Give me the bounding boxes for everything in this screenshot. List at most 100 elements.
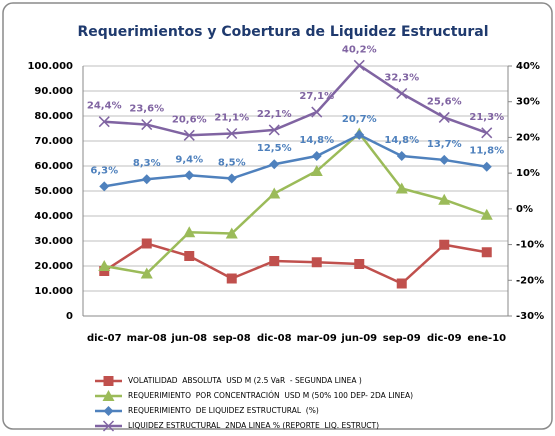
data-label: 6,3% xyxy=(90,165,118,176)
data-point xyxy=(226,273,237,284)
data-label: 13,7% xyxy=(427,139,462,150)
data-label: 9,4% xyxy=(175,154,203,165)
data-label: 23,6% xyxy=(129,104,164,115)
y-tick-label: 10.000 xyxy=(34,286,73,297)
data-label: 14,8% xyxy=(299,135,334,146)
data-point xyxy=(439,239,450,250)
data-label: 12,5% xyxy=(257,143,292,154)
data-label: 14,8% xyxy=(384,135,419,146)
data-label: 11,8% xyxy=(469,146,504,157)
series-line xyxy=(104,133,487,188)
y-tick-label: 80.000 xyxy=(34,111,73,122)
data-point xyxy=(140,267,153,279)
data-point xyxy=(395,182,408,194)
x-tick-label: jun-09 xyxy=(340,333,377,344)
x-tick-label: mar-08 xyxy=(127,333,167,344)
data-point xyxy=(480,208,493,220)
data-point xyxy=(141,238,152,249)
y2-tick-label: 20% xyxy=(516,132,540,143)
legend-marker xyxy=(103,406,114,416)
y-tick-label: 90.000 xyxy=(34,86,73,97)
data-point xyxy=(438,193,451,205)
legend-label: REQUERIMIENTO POR CONCENTRACIÓN USD M (5… xyxy=(128,391,413,400)
legend-label: LIQUIDEZ ESTRUCTURAL 2NDA LINEA % (REPOR… xyxy=(128,421,379,430)
data-point xyxy=(226,173,237,184)
data-label: 20,6% xyxy=(172,114,207,125)
legend-marker xyxy=(103,376,114,386)
data-point xyxy=(99,181,110,192)
x-tick-label: mar-09 xyxy=(297,333,337,344)
y-tick-label: 100.000 xyxy=(27,61,73,72)
data-label: 25,6% xyxy=(427,96,462,107)
x-tick-label: ene-10 xyxy=(467,333,506,344)
y2-tick-label: 40% xyxy=(516,61,540,72)
y-tick-label: 70.000 xyxy=(34,136,73,147)
data-label: 32,3% xyxy=(384,73,419,84)
data-point xyxy=(311,257,322,268)
data-point xyxy=(310,165,323,176)
data-point xyxy=(183,226,196,238)
data-point xyxy=(396,151,407,161)
y-tick-label: 20.000 xyxy=(34,261,73,272)
x-tick-label: sep-09 xyxy=(383,333,421,344)
legend-label: VOLATILIDAD ABSOLUTA USD M (2.5 VaR - SE… xyxy=(128,376,362,385)
series-line xyxy=(104,131,488,275)
data-label: 21,1% xyxy=(214,113,249,124)
data-point xyxy=(141,119,153,131)
data-point xyxy=(268,187,281,199)
data-point xyxy=(225,227,238,239)
y2-tick-label: 10% xyxy=(516,168,540,179)
y2-tick-label: 30% xyxy=(516,97,540,108)
x-tick-label: dic-07 xyxy=(87,333,122,344)
y-tick-label: 60.000 xyxy=(34,161,73,172)
data-point xyxy=(481,161,492,172)
y2-tick-label: -10% xyxy=(516,240,544,251)
data-point xyxy=(396,278,407,289)
data-label: 27,1% xyxy=(299,91,334,102)
legend-marker xyxy=(102,390,115,401)
data-point xyxy=(141,174,152,185)
series-line xyxy=(103,242,487,285)
y-tick-label: 40.000 xyxy=(34,211,73,222)
data-point xyxy=(438,111,450,123)
data-point xyxy=(481,127,493,139)
x-tick-label: dic-09 xyxy=(427,333,462,344)
data-label: 22,1% xyxy=(257,109,292,120)
legend-marker xyxy=(102,420,115,432)
data-label: 40,2% xyxy=(342,44,377,55)
data-point xyxy=(184,251,195,261)
data-point xyxy=(354,259,365,269)
series-line xyxy=(104,63,488,137)
data-point xyxy=(481,247,492,258)
x-tick-label: sep-08 xyxy=(213,333,251,344)
data-label: 21,3% xyxy=(469,112,504,123)
data-point xyxy=(311,106,323,118)
data-point xyxy=(354,129,365,140)
data-point xyxy=(98,116,110,128)
y-tick-label: 30.000 xyxy=(34,236,73,247)
data-point xyxy=(269,159,280,170)
chart-title: Requerimientos y Cobertura de Liquidez E… xyxy=(77,24,488,40)
data-point xyxy=(353,59,365,71)
data-point xyxy=(184,170,195,181)
y2-tick-label: -30% xyxy=(516,311,544,322)
data-point xyxy=(98,260,111,271)
y-tick-label: 0 xyxy=(66,311,73,322)
data-label: 8,3% xyxy=(133,158,161,169)
data-point xyxy=(439,154,450,165)
legend-label: REQUERIMIENTO DE LIQUIDEZ ESTRUCTURAL (%… xyxy=(128,406,319,415)
data-point xyxy=(183,129,195,141)
x-tick-label: jun-08 xyxy=(170,333,207,344)
data-point xyxy=(396,87,408,100)
data-point xyxy=(269,256,280,266)
y-tick-label: 50.000 xyxy=(34,186,73,197)
data-label: 20,7% xyxy=(342,114,377,125)
data-point xyxy=(226,127,238,140)
data-label: 24,4% xyxy=(87,101,122,112)
data-point xyxy=(268,124,280,136)
y2-tick-label: -20% xyxy=(516,275,544,286)
x-tick-label: dic-08 xyxy=(257,333,292,344)
y2-tick-label: 0% xyxy=(516,204,533,215)
data-point xyxy=(311,151,322,161)
